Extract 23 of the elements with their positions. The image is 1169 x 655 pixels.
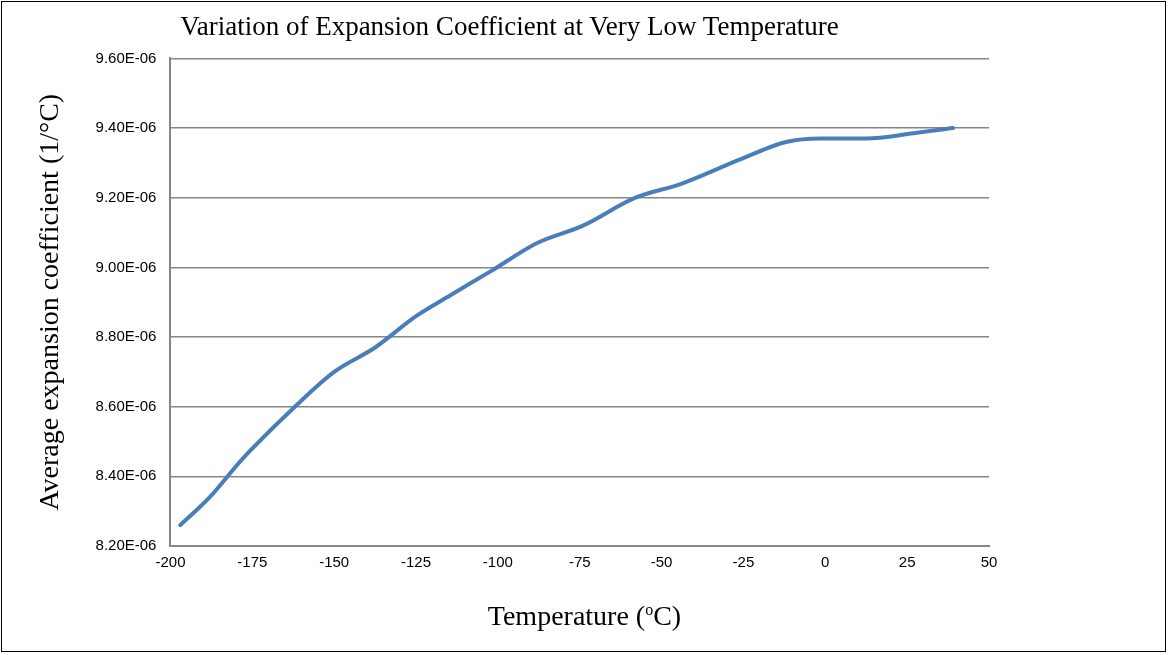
x-tick-label: -150 — [319, 553, 350, 571]
x-tick-label: -75 — [568, 553, 591, 571]
x-tick-label: -125 — [401, 553, 432, 571]
x-tick-label: -175 — [237, 553, 268, 571]
x-tick-label: 50 — [980, 553, 998, 571]
x-tick-label: -50 — [650, 553, 673, 571]
y-tick-label: 9.00E-06 — [95, 257, 157, 275]
line-series — [178, 126, 955, 528]
y-tick-label: 8.20E-06 — [95, 536, 157, 554]
y-tick-label: 8.60E-06 — [95, 396, 157, 414]
x-tick-label: -25 — [732, 553, 755, 571]
x-axis-title: Temperature ($^{o}$C) — [486, 600, 683, 632]
y-axis-title: Average expansion coefficient (1/°C) — [33, 93, 65, 511]
chart-title: Variation of Expansion Coefficient at Very Low Temperature — [180, 11, 839, 42]
x-tick-label: -100 — [482, 553, 513, 571]
y-tick-label: 9.20E-06 — [95, 187, 157, 205]
x-tick-label: -200 — [155, 553, 186, 571]
y-tick-label: 9.60E-06 — [95, 48, 157, 66]
y-tick-label: 8.40E-06 — [95, 466, 157, 484]
x-tick-label: 0 — [821, 553, 830, 571]
y-tick-label: 8.80E-06 — [95, 327, 157, 345]
x-tick-label: 25 — [898, 553, 916, 571]
y-tick-label: 9.40E-06 — [95, 118, 157, 136]
